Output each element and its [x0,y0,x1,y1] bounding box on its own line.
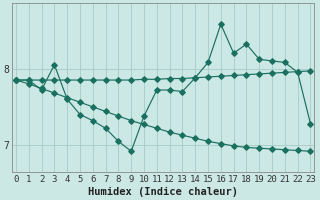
X-axis label: Humidex (Indice chaleur): Humidex (Indice chaleur) [88,186,238,197]
